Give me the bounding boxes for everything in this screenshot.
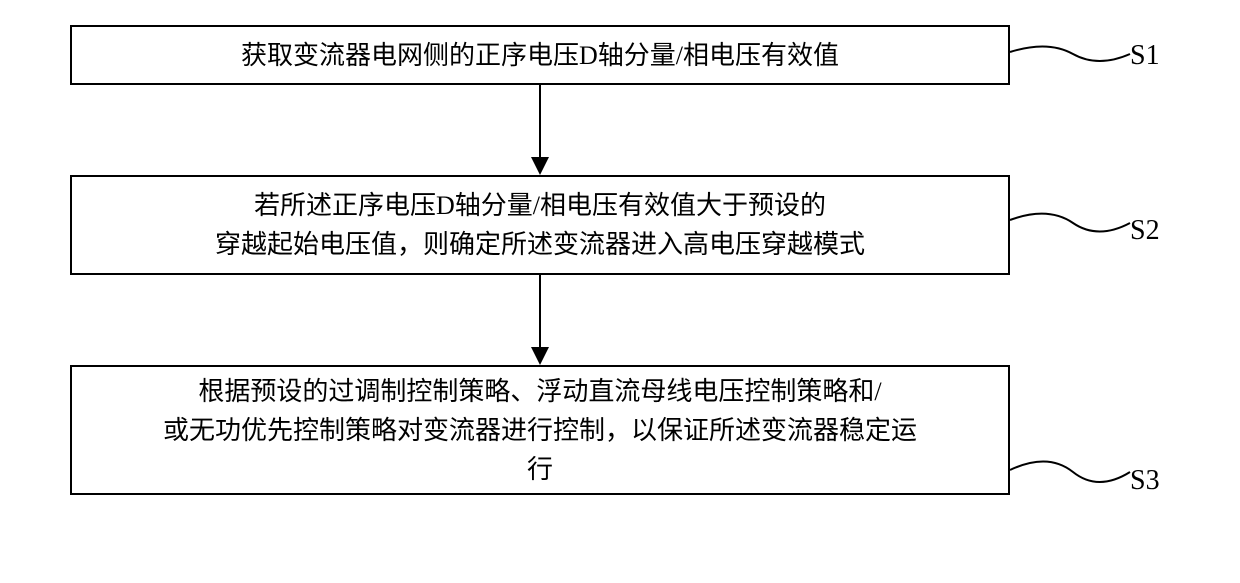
connector-curve-s2 [1008,198,1138,248]
arrow-s1-s2 [70,85,1010,175]
arrow-line [539,85,541,160]
step-box-s2: 若所述正序电压D轴分量/相电压有效值大于预设的 穿越起始电压值，则确定所述变流器… [70,175,1010,275]
step-text: 根据预设的过调制控制策略、浮动直流母线电压控制策略和/ [198,372,881,411]
step-label-s2: S2 [1130,215,1160,247]
step-box-s1: 获取变流器电网侧的正序电压D轴分量/相电压有效值 [70,25,1010,85]
connector-curve-s1 [1008,32,1138,77]
step-text: 行 [527,450,553,489]
arrow-head-icon [531,347,549,365]
arrow-line [539,275,541,350]
arrow-s2-s3 [70,275,1010,365]
step-text: 若所述正序电压D轴分量/相电压有效值大于预设的 [254,186,826,225]
step-text: 获取变流器电网侧的正序电压D轴分量/相电压有效值 [241,36,839,75]
step-label-s3: S3 [1130,465,1160,497]
step-box-s3: 根据预设的过调制控制策略、浮动直流母线电压控制策略和/ 或无功优先控制策略对变流… [70,365,1010,495]
connector-curve-s3 [1008,440,1138,505]
arrow-head-icon [531,157,549,175]
step-text: 穿越起始电压值，则确定所述变流器进入高电压穿越模式 [215,225,865,264]
step-label-s1: S1 [1130,40,1160,72]
flowchart-container: 获取变流器电网侧的正序电压D轴分量/相电压有效值 若所述正序电压D轴分量/相电压… [70,25,1170,495]
step-text: 或无功优先控制策略对变流器进行控制，以保证所述变流器稳定运 [163,411,917,450]
